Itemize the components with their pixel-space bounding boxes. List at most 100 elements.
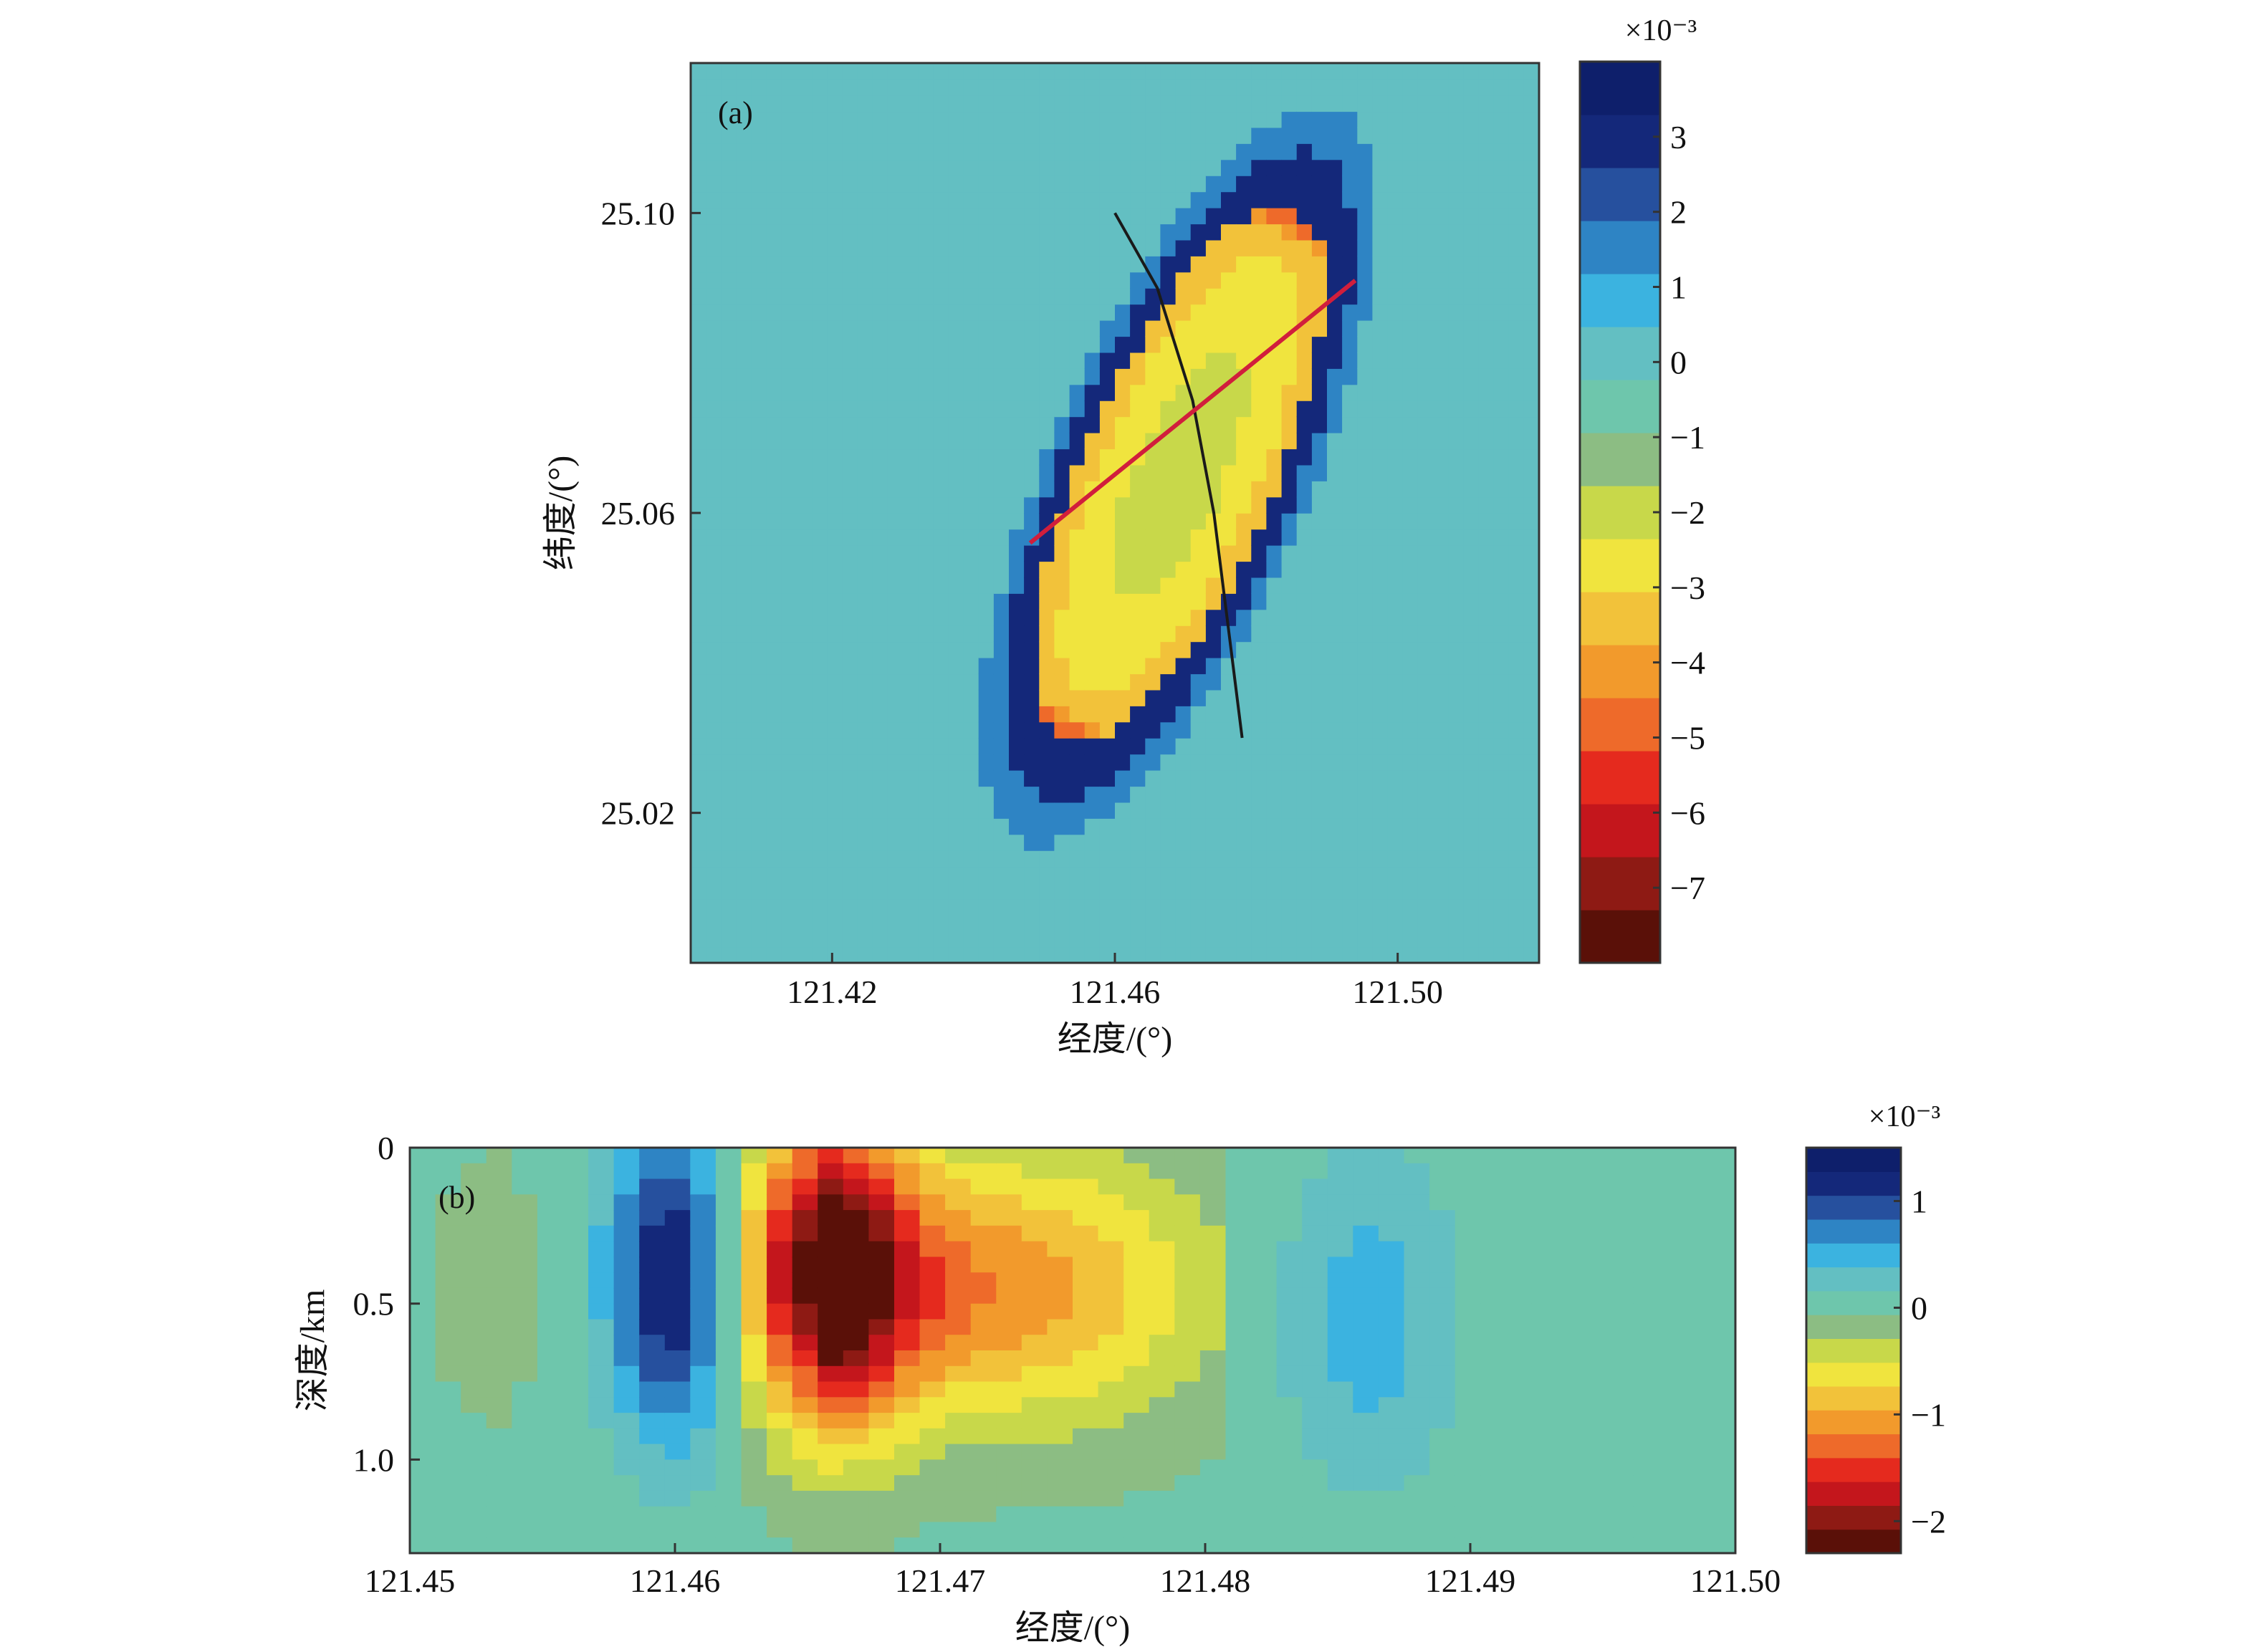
- heat-cell: [1130, 496, 1146, 514]
- heat-cell: [1099, 79, 1116, 96]
- heat-cell: [1633, 1365, 1660, 1383]
- heat-cell: [1342, 593, 1358, 610]
- heat-cell: [664, 1350, 691, 1367]
- heat-cell: [1123, 1335, 1150, 1351]
- heat-cell: [945, 1428, 972, 1445]
- heat-cell: [993, 914, 1010, 931]
- heat-cell: [1251, 1413, 1278, 1429]
- heat-cell: [1205, 657, 1222, 675]
- heat-cell: [691, 191, 706, 208]
- heat-cell: [486, 1413, 513, 1429]
- heat-cell: [1084, 63, 1101, 80]
- heat-cell: [872, 448, 888, 466]
- heat-cell: [461, 1381, 487, 1398]
- heat-cell: [1099, 239, 1116, 256]
- heat-cell: [1523, 544, 1539, 562]
- heat-cell: [562, 1241, 589, 1258]
- heat-cell: [1236, 79, 1252, 96]
- heat-cell: [812, 706, 828, 723]
- heat-cell: [639, 1178, 666, 1196]
- heat-cell: [767, 1319, 793, 1336]
- heat-cell: [1342, 850, 1358, 868]
- heat-cell: [736, 657, 752, 675]
- heat-cell: [1387, 946, 1404, 963]
- heat-cell: [741, 1365, 767, 1383]
- heat-cell: [1633, 1522, 1660, 1539]
- heat-cell: [1463, 127, 1480, 144]
- heat-cell: [1342, 641, 1358, 658]
- heat-cell: [706, 416, 722, 433]
- heat-cell: [1024, 272, 1040, 289]
- heat-cell: [1084, 834, 1101, 851]
- heat-cell: [1160, 544, 1177, 562]
- heat-cell: [963, 898, 979, 916]
- heat-cell: [872, 496, 888, 514]
- heat-cell: [1296, 176, 1313, 193]
- heat-cell: [766, 79, 782, 96]
- heat-cell: [1311, 561, 1328, 578]
- heat-cell: [1054, 464, 1070, 481]
- heat-cell: [537, 1537, 564, 1553]
- heat-cell: [562, 1428, 589, 1445]
- heat-cell: [1493, 786, 1510, 803]
- heat-cell: [1236, 625, 1252, 643]
- heat-cell: [767, 1350, 793, 1367]
- heat-cell: [1236, 224, 1252, 241]
- heat-cell: [1084, 448, 1101, 466]
- heat-cell: [1098, 1490, 1124, 1507]
- heat-cell: [1710, 1241, 1735, 1258]
- x-tick-label: 121.48: [1160, 1562, 1251, 1599]
- heat-cell: [1357, 609, 1374, 626]
- heat-cell: [1493, 464, 1510, 481]
- heat-cell: [767, 1335, 793, 1351]
- heat-cell: [1073, 1537, 1099, 1553]
- heat-cell: [1205, 352, 1222, 369]
- heat-cell: [1084, 689, 1101, 706]
- heat-cell: [1115, 496, 1131, 514]
- heat-cell: [843, 1537, 870, 1553]
- heat-cell: [486, 1210, 513, 1226]
- heat-cell: [706, 786, 722, 803]
- heat-cell: [1508, 738, 1525, 755]
- heat-cell: [1387, 496, 1404, 514]
- heat-cell: [827, 239, 843, 256]
- heat-cell: [933, 689, 949, 706]
- heat-cell: [1710, 1163, 1735, 1180]
- heat-cell: [1523, 320, 1539, 337]
- heat-cell: [1115, 239, 1131, 256]
- heat-cell: [1710, 1365, 1735, 1383]
- heat-cell: [562, 1350, 589, 1367]
- heat-cell: [872, 561, 888, 578]
- heat-cell: [1251, 416, 1268, 433]
- heat-cell: [1175, 432, 1192, 450]
- heat-cell: [1448, 689, 1464, 706]
- heat-cell: [903, 914, 919, 931]
- heat-cell: [1039, 352, 1055, 369]
- panel-label-a: (a): [718, 95, 753, 130]
- heat-cell: [843, 1397, 870, 1413]
- heat-cell: [1175, 898, 1192, 916]
- heat-cell: [1054, 561, 1070, 578]
- heat-cell: [827, 641, 843, 658]
- heat-cell: [1098, 1287, 1124, 1305]
- heat-cell: [1402, 191, 1419, 208]
- heat-cell: [945, 1475, 972, 1492]
- heat-cell: [1433, 544, 1449, 562]
- heat-cell: [1054, 609, 1070, 626]
- heat-cell: [857, 63, 873, 80]
- heat-cell: [1523, 689, 1539, 706]
- heat-cell: [751, 818, 767, 835]
- heat-cell: [887, 352, 904, 369]
- heat-cell: [1281, 143, 1298, 160]
- heat-cell: [1069, 641, 1086, 658]
- heat-cell: [741, 1522, 767, 1539]
- heat-cell: [918, 866, 934, 883]
- heat-cell: [843, 1444, 870, 1461]
- heat-cell: [1084, 529, 1101, 546]
- heat-cell: [1710, 1178, 1735, 1196]
- heat-cell: [410, 1194, 436, 1211]
- heat-cell: [1404, 1210, 1430, 1226]
- heat-cell: [1296, 127, 1313, 144]
- heat-cell: [1327, 1194, 1354, 1211]
- heat-cell: [1084, 207, 1101, 225]
